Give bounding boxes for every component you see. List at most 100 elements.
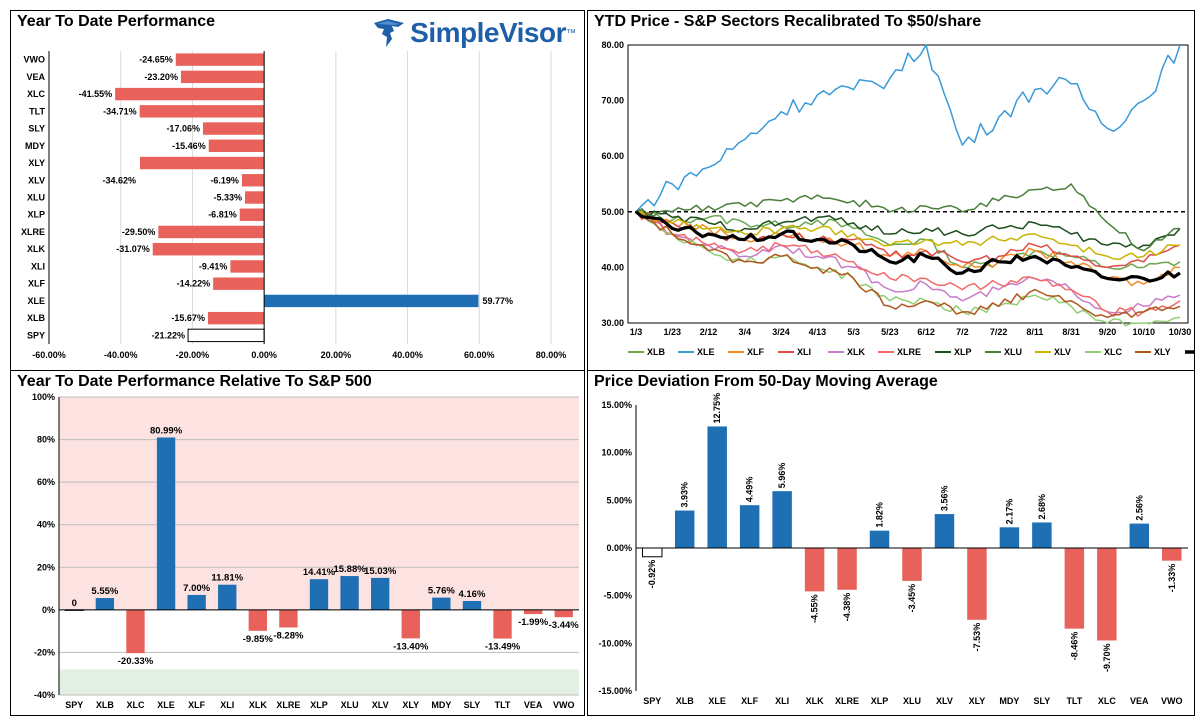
series-line-xlv [635,211,1180,261]
x-tick-label: 1/3 [630,327,643,337]
category-label: XLRE [276,700,300,710]
category-label: XLK [249,700,268,710]
data-label: 14.41% [303,567,336,578]
series-line-xle [635,44,1181,213]
data-label: -9.41% [199,261,228,271]
category-label: XLK [27,244,46,254]
brand-name: SimpleVisor [410,17,566,48]
bar-xlre [158,225,265,239]
series-line-xlf [635,211,1180,287]
data-label: -31.07% [116,244,150,254]
data-label: 2.56% [1134,495,1144,521]
category-label: XLE [157,700,175,710]
x-tick-label: 4/13 [809,327,827,337]
bar-xlb [95,598,115,610]
x-tick-label: 40.00% [392,350,423,360]
data-label: 15.88% [333,564,366,575]
category-label: VWO [24,55,46,65]
category-label: SPY [643,696,661,706]
category-label: MDY [25,141,45,151]
data-label: -15.46% [172,141,206,151]
data-label: -3.44% [549,620,580,631]
data-label: -14.22% [177,279,211,289]
data-label: -4.55% [810,594,820,623]
data-label: -24.65% [139,55,173,65]
bar-xlb [674,510,695,548]
bar-xlc [115,87,265,101]
category-label: VEA [524,700,543,710]
bar-vwo [1162,548,1182,561]
category-label: VWO [553,700,575,710]
bar-xlk [248,609,267,631]
bar-xlv [241,174,265,187]
data-label: 7.00% [183,583,210,594]
data-label: -4.38% [842,593,852,622]
y-tick-label: -40% [34,690,55,700]
category-label: XLF [741,696,759,706]
ytd-price-panel: YTD Price - S&P Sectors Recalibrated To … [587,10,1195,372]
y-tick-label: 70.00 [601,96,624,106]
y-tick-label: 10.00% [601,448,632,458]
legend-label: XLY [1154,347,1171,357]
deviation-chart: -15.00% -10.00% -5.00% 0.00% 5.00% 10.00% 15.0… [598,393,1188,706]
relative-performance-title: Year To Date Performance Relative To S&P… [17,373,372,390]
x-tick-label: 3/24 [772,327,790,337]
bar-vea [523,609,543,615]
y-tick-label: 20% [37,562,55,572]
category-label: XLC [126,700,145,710]
category-label: XLV [372,700,389,710]
data-label: 12.75% [712,393,722,424]
y-tick-label: 40.00 [601,262,624,272]
category-label: XLB [96,700,115,710]
bar-vwo [175,53,265,66]
data-label: -29.50% [122,227,156,237]
data-label: 11.81% [211,573,243,584]
category-label: VWO [1161,696,1183,706]
x-tick-label: -20.00% [176,350,210,360]
data-label: -1.99% [518,617,549,628]
y-tick-label: 60.00 [601,151,624,161]
data-label: 80.99% [150,425,183,436]
brand-tm: ™ [566,27,576,39]
category-label: XLI [220,700,234,710]
x-tick-label: 3/4 [739,327,752,337]
x-tick-label: 2/12 [700,327,718,337]
category-label: XLB [27,313,46,323]
legend-label: XLB [647,347,666,357]
bar-tlt [1064,548,1085,629]
x-tick-label: -60.00% [32,350,66,360]
y-tick-label: 50.00 [601,207,624,217]
data-label: -15.67% [171,313,205,323]
category-label: XLU [27,193,45,203]
bar-sly [1032,522,1052,548]
y-tick-label: -5.00% [603,591,632,601]
bar-xlk [152,243,265,256]
x-tick-label: 8/11 [1026,327,1043,337]
data-label: -21.22% [152,330,186,340]
category-label: XLE [27,296,45,306]
category-label: XLI [31,261,45,271]
bar-vea [1129,523,1150,548]
category-label: VEA [26,72,45,82]
data-label: -34.62% [102,175,136,185]
series-line-xlc [635,211,1181,327]
y-tick-label: 40% [37,520,55,530]
category-label: XLRE [835,696,859,706]
category-label: XLY [28,158,45,168]
category-label: XLU [341,700,359,710]
data-label: 15.03% [364,566,397,577]
x-tick-label: 80.00% [536,350,567,360]
series-line-xlp [635,208,1181,250]
category-label: XLV [936,696,953,706]
x-tick-label: 7/22 [990,327,1008,337]
legend-label: XLU [1004,347,1022,357]
y-tick-label: -15.00% [598,686,632,696]
x-tick-label: 6/12 [917,327,935,337]
bar-xlp [869,530,890,548]
category-label: XLY [969,696,986,706]
bar-spy [641,547,663,558]
bar-xlv [934,514,955,548]
ytd-performance-chart: -60.00% -40.00% -20.00% 0.00% 20.00% 40.00% 60… [21,51,567,360]
bar-xlp [309,579,329,610]
data-label: -6.19% [210,175,239,185]
